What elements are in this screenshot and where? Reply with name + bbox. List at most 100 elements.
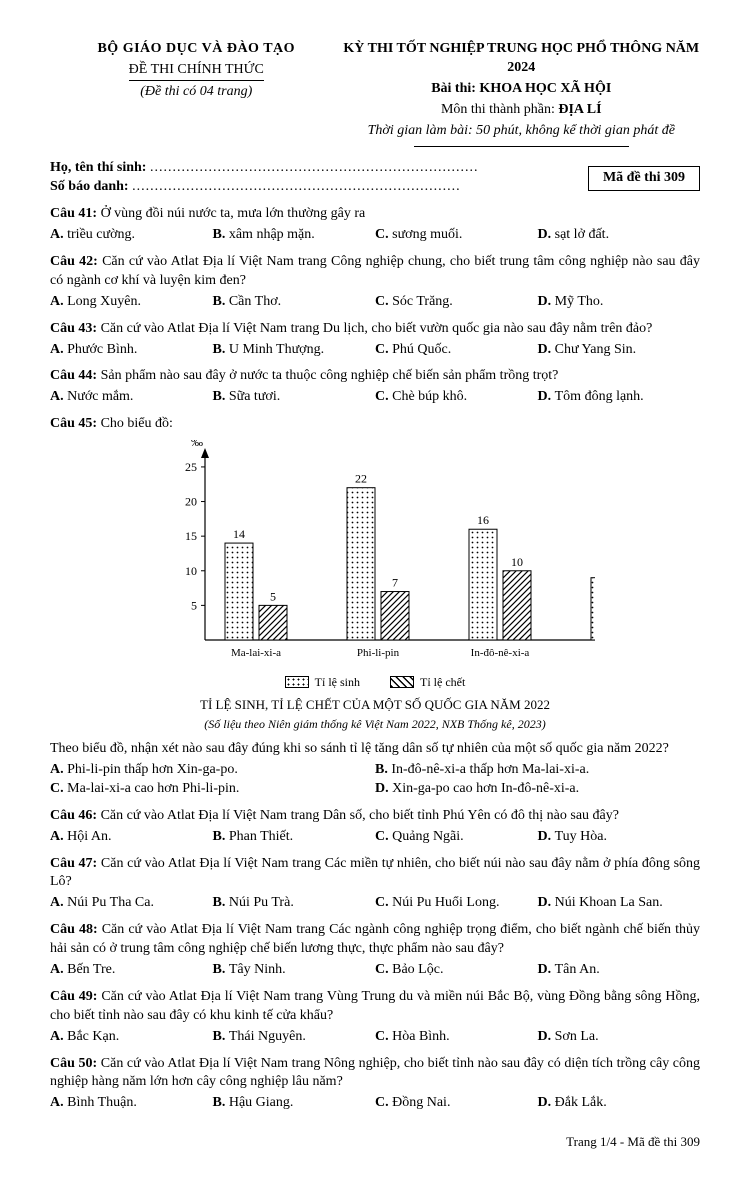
- option-c: C. Núi Pu Huổi Long.: [375, 894, 538, 913]
- q45-options: A. Phi-li-pin thấp hơn Xin-ga-po. B. In-…: [50, 761, 700, 799]
- subject: Môn thi thành phần: ĐỊA LÍ: [343, 101, 701, 120]
- option-a: A. Núi Pu Tha Ca.: [50, 894, 213, 913]
- option-b: B. xâm nhập mặn.: [213, 226, 376, 245]
- question: Câu 47: Căn cứ vào Atlat Địa lí Việt Nam…: [50, 855, 700, 893]
- bar-chart: ‰510152025145Ma-lai-xi-a227Phi-li-pin161…: [155, 440, 595, 670]
- option-d: D. Tân An.: [538, 961, 701, 980]
- q45-followup: Theo biểu đồ, nhận xét nào sau đây đúng …: [50, 740, 700, 759]
- option-b: B. Thái Nguyên.: [213, 1028, 376, 1047]
- official-exam: ĐỀ THI CHÍNH THỨC: [50, 61, 343, 81]
- option-a: A. Hội An.: [50, 828, 213, 847]
- ministry: BỘ GIÁO DỤC VÀ ĐÀO TẠO: [50, 40, 343, 59]
- question-number: Câu 41:: [50, 206, 97, 221]
- header-right: KỲ THI TỐT NGHIỆP TRUNG HỌC PHỔ THÔNG NĂ…: [343, 40, 701, 147]
- name-dots: ........................................…: [150, 160, 479, 175]
- svg-text:20: 20: [185, 495, 197, 509]
- question: Câu 49: Căn cứ vào Atlat Địa lí Việt Nam…: [50, 988, 700, 1026]
- option-d: D. Tuy Hòa.: [538, 828, 701, 847]
- svg-text:25: 25: [185, 460, 197, 474]
- options-row: A. Bình Thuận.B. Hậu Giang.C. Đồng Nai.D…: [50, 1094, 700, 1113]
- option-a: A. Bắc Kạn.: [50, 1028, 213, 1047]
- candidate-info: Họ, tên thí sinh: ......................…: [50, 159, 700, 197]
- question-number: Câu 43:: [50, 321, 97, 336]
- svg-text:7: 7: [392, 576, 398, 590]
- options-row: A. Phước Bình.B. U Minh Thượng.C. Phú Qu…: [50, 341, 700, 360]
- header-left: BỘ GIÁO DỤC VÀ ĐÀO TẠO ĐỀ THI CHÍNH THỨC…: [50, 40, 343, 147]
- q45-opt-c: C. Ma-lai-xi-a cao hơn Phi-li-pin.: [50, 780, 375, 799]
- question-text: Sản phẩm nào sau đây ở nước ta thuộc côn…: [101, 368, 559, 383]
- option-c: C. Phú Quốc.: [375, 341, 538, 360]
- option-a: A. Nước mắm.: [50, 388, 213, 407]
- header-divider: [414, 146, 629, 147]
- svg-text:‰: ‰: [191, 440, 203, 449]
- question-number: Câu 42:: [50, 254, 98, 269]
- question-number: Câu 49:: [50, 989, 97, 1004]
- svg-text:22: 22: [355, 472, 367, 486]
- question-text: Căn cứ vào Atlat Địa lí Việt Nam trang D…: [101, 321, 653, 336]
- question: Câu 41: Ở vùng đồi núi nước ta, mưa lớn …: [50, 205, 700, 224]
- id-dots: ........................................…: [132, 179, 461, 194]
- svg-text:Ma-lai-xi-a: Ma-lai-xi-a: [231, 647, 281, 659]
- chart-title: TỈ LỆ SINH, TỈ LỆ CHẾT CỦA MỘT SỐ QUỐC G…: [50, 696, 700, 714]
- options-row: A. Long Xuyên.B. Cần Thơ.C. Sóc Trăng.D.…: [50, 293, 700, 312]
- duration: Thời gian làm bài: 50 phút, không kể thờ…: [343, 122, 701, 141]
- chart-container: ‰510152025145Ma-lai-xi-a227Phi-li-pin161…: [155, 440, 595, 690]
- legend-death: Tỉ lệ chết: [390, 674, 465, 690]
- question-number: Câu 47:: [50, 856, 97, 871]
- question: Câu 45: Cho biểu đồ:: [50, 415, 700, 434]
- exam-header: BỘ GIÁO DỤC VÀ ĐÀO TẠO ĐỀ THI CHÍNH THỨC…: [50, 40, 700, 147]
- option-d: D. Sơn La.: [538, 1028, 701, 1047]
- chart-source: (Số liệu theo Niên giám thống kê Việt Na…: [50, 716, 700, 732]
- svg-text:14: 14: [233, 527, 245, 541]
- svg-text:15: 15: [185, 529, 197, 543]
- option-a: A. Phước Bình.: [50, 341, 213, 360]
- id-label: Số báo danh:: [50, 179, 129, 194]
- question: Câu 44: Sản phẩm nào sau đây ở nước ta t…: [50, 367, 700, 386]
- swatch-birth: [285, 676, 309, 688]
- legend-birth-label: Tỉ lệ sinh: [315, 674, 360, 690]
- question-number: Câu 48:: [50, 922, 98, 937]
- q45-opt-b: B. In-đô-nê-xi-a thấp hơn Ma-lai-xi-a.: [375, 761, 700, 780]
- q45-opt-d: D. Xin-ga-po cao hơn In-đô-nê-xi-a.: [375, 780, 700, 799]
- option-d: D. Núi Khoan La San.: [538, 894, 701, 913]
- question-text: Cho biểu đồ:: [101, 416, 173, 431]
- option-b: B. U Minh Thượng.: [213, 341, 376, 360]
- question-number: Câu 50:: [50, 1056, 97, 1071]
- exam-code-box: Mã đề thi 309: [588, 166, 700, 191]
- question: Câu 46: Căn cứ vào Atlat Địa lí Việt Nam…: [50, 807, 700, 826]
- options-row: A. triều cường.B. xâm nhập mặn.C. sương …: [50, 226, 700, 245]
- options-row: A. Bến Tre.B. Tây Ninh.C. Bảo Lộc.D. Tân…: [50, 961, 700, 980]
- options-row: A. Núi Pu Tha Ca.B. Núi Pu Trà.C. Núi Pu…: [50, 894, 700, 913]
- option-c: C. Bảo Lộc.: [375, 961, 538, 980]
- option-a: A. Long Xuyên.: [50, 293, 213, 312]
- svg-text:10: 10: [511, 555, 523, 569]
- svg-text:5: 5: [191, 599, 197, 613]
- question-text: Căn cứ vào Atlat Địa lí Việt Nam trang N…: [50, 1056, 700, 1090]
- question-text: Căn cứ vào Atlat Địa lí Việt Nam trang V…: [50, 989, 700, 1023]
- option-c: C. Quảng Ngãi.: [375, 828, 538, 847]
- options-row: A. Hội An.B. Phan Thiết.C. Quảng Ngãi.D.…: [50, 828, 700, 847]
- name-row: Họ, tên thí sinh: ......................…: [50, 159, 478, 178]
- name-label: Họ, tên thí sinh:: [50, 160, 146, 175]
- legend-birth: Tỉ lệ sinh: [285, 674, 360, 690]
- question-number: Câu 46:: [50, 808, 97, 823]
- option-d: D. Tôm đông lạnh.: [538, 388, 701, 407]
- question-text: Căn cứ vào Atlat Địa lí Việt Nam trang C…: [50, 254, 700, 288]
- question: Câu 48: Căn cứ vào Atlat Địa lí Việt Nam…: [50, 921, 700, 959]
- info-left: Họ, tên thí sinh: ......................…: [50, 159, 478, 197]
- subject-group: Bài thi: KHOA HỌC XÃ HỘI: [343, 80, 701, 99]
- svg-text:Phi-li-pin: Phi-li-pin: [357, 647, 400, 659]
- question: Câu 43: Căn cứ vào Atlat Địa lí Việt Nam…: [50, 320, 700, 339]
- option-c: C. Chè búp khô.: [375, 388, 538, 407]
- option-b: B. Hậu Giang.: [213, 1094, 376, 1113]
- q45-opt-a: A. Phi-li-pin thấp hơn Xin-ga-po.: [50, 761, 375, 780]
- option-b: B. Tây Ninh.: [213, 961, 376, 980]
- question-text: Căn cứ vào Atlat Địa lí Việt Nam trang C…: [50, 922, 700, 956]
- option-b: B. Sữa tươi.: [213, 388, 376, 407]
- option-d: D. Đắk Lắk.: [538, 1094, 701, 1113]
- option-d: D. sạt lở đất.: [538, 226, 701, 245]
- option-b: B. Núi Pu Trà.: [213, 894, 376, 913]
- swatch-death: [390, 676, 414, 688]
- option-a: A. Bình Thuận.: [50, 1094, 213, 1113]
- option-a: A. triều cường.: [50, 226, 213, 245]
